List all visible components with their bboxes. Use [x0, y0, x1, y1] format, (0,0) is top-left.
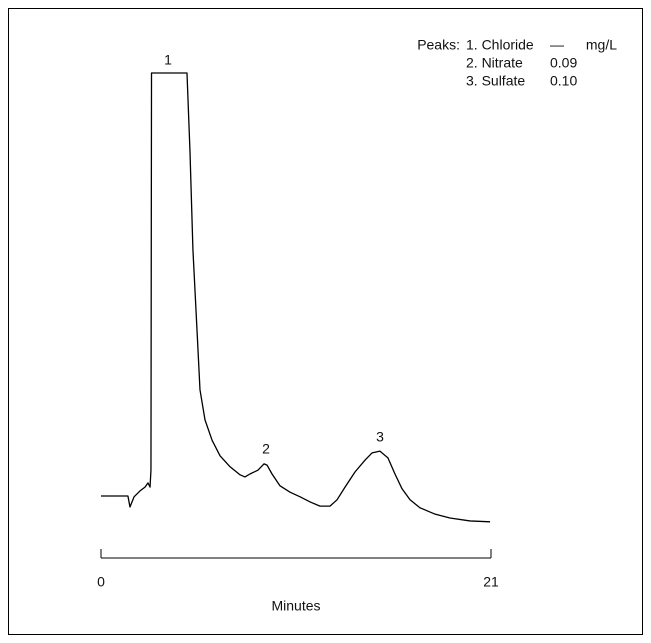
legend-compound: 2. Nitrate — [466, 55, 523, 71]
peak-label: 2 — [262, 441, 270, 457]
legend-title: Peaks: — [417, 37, 460, 53]
frame — [8, 8, 643, 635]
x-axis-label: Minutes — [271, 598, 320, 614]
legend-concentration: 0.10 — [550, 73, 577, 89]
x-tick-label: 21 — [483, 574, 499, 590]
peak-label: 1 — [164, 52, 172, 68]
x-tick-label: 0 — [97, 574, 105, 590]
legend-unit: mg/L — [586, 37, 617, 53]
legend-compound: 1. Chloride — [466, 37, 534, 53]
chromatogram-trace — [101, 72, 491, 523]
legend-concentration: — — [550, 37, 564, 53]
legend-compound: 3. Sulfate — [466, 73, 525, 89]
legend-concentration: 0.09 — [550, 55, 577, 71]
peak-label: 3 — [376, 429, 384, 445]
